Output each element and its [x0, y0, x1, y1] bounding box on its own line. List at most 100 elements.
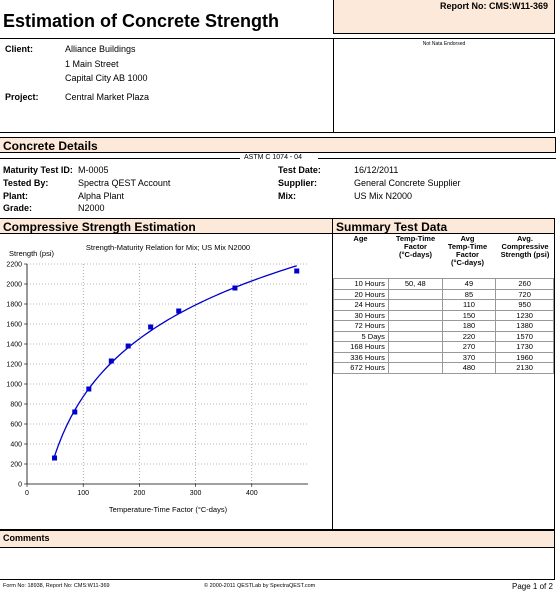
project-value: Central Market Plaza	[65, 92, 150, 102]
astm-standard: ASTM C 1074 - 04	[244, 154, 302, 161]
table-cell: 50, 48	[387, 278, 443, 290]
y-tick-label: 800	[10, 402, 22, 409]
table-cell	[387, 351, 443, 363]
header-avg-str-line-2: Compressive	[501, 242, 549, 251]
y-tick-label: 2200	[6, 262, 22, 269]
concrete-details-title: Concrete Details	[3, 139, 98, 153]
chart-title: Strength-Maturity Relation for Mix; US M…	[86, 243, 250, 252]
plant-value: Alpha Plant	[78, 191, 125, 201]
table-cell: 220	[441, 330, 497, 342]
table-cell	[387, 341, 443, 353]
summary-header: Summary Test Data	[332, 218, 555, 234]
data-point	[148, 324, 154, 330]
grade-label: Grade:	[3, 203, 33, 213]
y-tick-label: 200	[10, 462, 22, 469]
maturity-id-value: M-0005	[78, 165, 109, 175]
table-cell: 336 Hours	[333, 351, 389, 363]
client-line-2: 1 Main Street	[65, 59, 119, 69]
test-date-label: Test Date:	[278, 165, 321, 175]
supplier-value: General Concrete Supplier	[354, 178, 461, 188]
table-cell: 49	[441, 278, 497, 290]
table-cell: 270	[441, 341, 497, 353]
data-point	[72, 409, 78, 415]
data-point	[52, 455, 58, 461]
data-point	[125, 343, 131, 349]
y-tick-label: 1000	[6, 382, 22, 389]
footer-copyright: © 2000-2011 QESTLab by SpectraQEST.com	[204, 583, 316, 589]
table-row: 672 Hours 480 2130	[333, 362, 554, 374]
tested-by-value: Spectra QEST Account	[78, 178, 171, 188]
table-row: 20 Hours 85 720	[333, 288, 554, 300]
x-tick-label: 400	[246, 490, 258, 497]
endorsement-box: Not Nata Endorsed	[333, 38, 555, 133]
header-avg-ttf-line-4: (°C-days)	[450, 258, 484, 267]
footer-page-number: Page 1 of 2	[512, 582, 553, 591]
maturity-id-label: Maturity Test ID:	[3, 165, 73, 175]
table-cell: 1380	[495, 320, 554, 332]
chart-y-axis-label: Strength (psi)	[9, 249, 55, 258]
estimation-title: Compressive Strength Estimation	[3, 220, 196, 234]
strength-maturity-chart: Strength-Maturity Relation for Mix; US M…	[6, 243, 308, 514]
table-row: 168 Hours 270 1730	[333, 341, 554, 353]
table-cell: 370	[441, 351, 497, 363]
y-tick-label: 400	[10, 442, 22, 449]
x-tick-label: 0	[25, 490, 29, 497]
client-label: Client:	[5, 44, 33, 54]
header-avg-ttf-line-2: Temp-Time	[447, 242, 488, 251]
table-cell: 1570	[495, 330, 554, 342]
table-cell: 720	[495, 288, 554, 300]
chart-x-axis-label: Temperature-Time Factor (°C-days)	[109, 505, 228, 514]
data-point	[108, 358, 114, 364]
summary-col-age: Age	[333, 235, 388, 243]
endorsement-text: Not Nata Endorsed	[422, 41, 466, 47]
table-cell: 180	[441, 320, 497, 332]
table-cell	[387, 362, 443, 374]
concrete-details-header: Concrete Details	[0, 137, 556, 153]
x-tick-label: 100	[77, 490, 89, 497]
table-row: 5 Days 220 1570	[333, 330, 554, 342]
table-cell: 30 Hours	[333, 309, 389, 321]
table-cell: 10 Hours	[333, 278, 389, 290]
table-cell: 1230	[495, 309, 554, 321]
comments-header: Comments	[0, 531, 554, 548]
series-line	[53, 265, 297, 457]
tested-by-label: Tested By:	[3, 178, 49, 188]
table-cell: 1960	[495, 351, 554, 363]
comments-box: Comments	[0, 530, 555, 580]
standard-divider-left	[0, 158, 240, 159]
header-avg-ttf-line-3: Factor	[456, 250, 479, 259]
report-number-box: Report No: CMS:W11-369	[333, 0, 555, 34]
supplier-label: Supplier:	[278, 178, 318, 188]
mix-value: US Mix N2000	[354, 191, 413, 201]
summary-table: 10 Hours 50, 48 49 260 20 Hours 85 720 24 Hours…	[333, 278, 554, 374]
table-cell: 480	[441, 362, 497, 374]
test-date-value: 16/12/2011	[354, 165, 399, 175]
y-tick-label: 600	[10, 422, 22, 429]
summary-table-body: 10 Hours 50, 48 49 260 20 Hours 85 720 24 Hours…	[333, 278, 554, 374]
table-cell	[387, 309, 443, 321]
data-point	[176, 308, 182, 314]
header-ttf-line-2: Factor	[404, 242, 427, 251]
summary-col-avg-strength: Avg. Compressive Strength (psi)	[494, 235, 556, 259]
estimation-header: Compressive Strength Estimation	[0, 218, 333, 234]
header-age-line: Age	[353, 234, 368, 243]
mix-label: Mix:	[278, 191, 296, 201]
summary-col-ttf: Temp-Time Factor (°C-days)	[388, 235, 443, 259]
client-line-3: Capital City AB 1000	[65, 73, 148, 83]
table-cell: 72 Hours	[333, 320, 389, 332]
header-ttf-line-3: (°C-days)	[398, 250, 432, 259]
table-cell: 1730	[495, 341, 554, 353]
comments-title: Comments	[3, 533, 50, 543]
data-point	[86, 386, 92, 392]
summary-title: Summary Test Data	[336, 220, 448, 234]
plant-label: Plant:	[3, 191, 29, 201]
data-point	[232, 285, 238, 291]
table-cell: 950	[495, 299, 554, 311]
client-box	[0, 38, 334, 133]
chart-plot-area: 0200400600800100012001400160018002000220…	[6, 262, 308, 497]
table-cell: 168 Hours	[333, 341, 389, 353]
table-cell: 5 Days	[333, 330, 389, 342]
table-cell: 24 Hours	[333, 299, 389, 311]
data-point	[294, 268, 300, 274]
header-ttf-line-1: Temp-Time	[395, 234, 436, 243]
